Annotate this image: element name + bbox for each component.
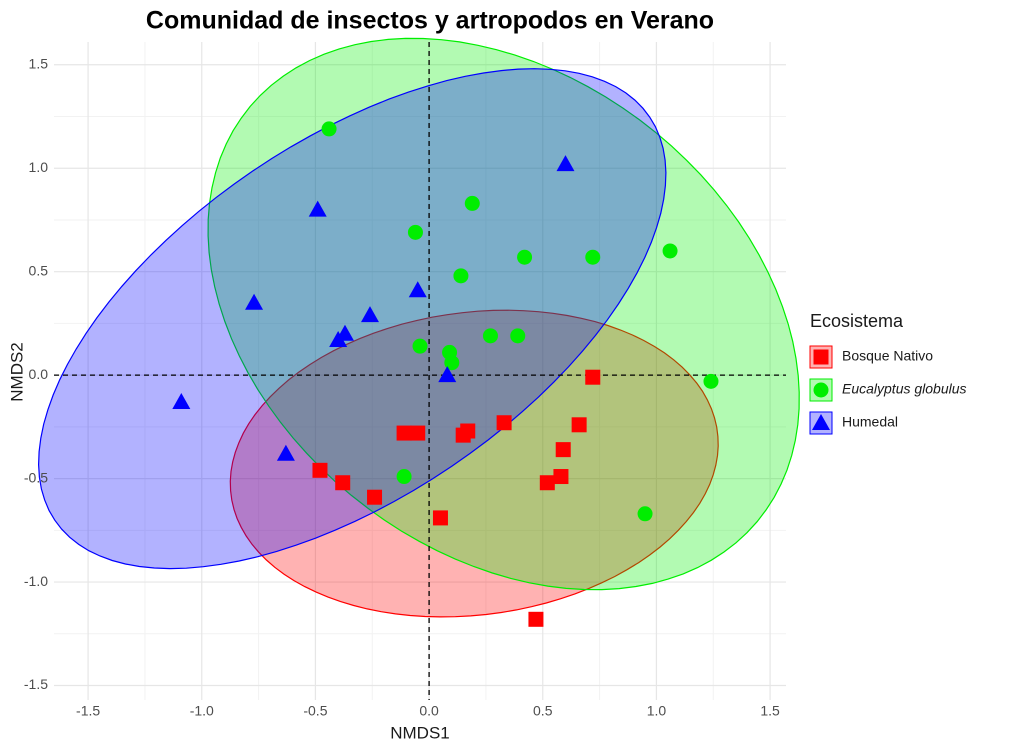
point [482, 328, 498, 344]
x-tick-label: 0.5 [533, 703, 553, 719]
point [556, 155, 575, 172]
point [321, 121, 337, 137]
reference-lines [54, 42, 786, 700]
confidence-ellipse [37, 68, 667, 570]
y-tick-label: 1.5 [29, 55, 49, 71]
y-tick-label: 0.5 [29, 262, 49, 278]
y-tick-label: -1.0 [24, 573, 48, 589]
legend-symbol [812, 414, 830, 430]
point [464, 195, 480, 211]
point [172, 393, 191, 410]
legend-label: Eucalyptus globulus [842, 381, 967, 397]
confidence-ellipse [207, 37, 800, 591]
x-tick-label: 1.5 [760, 703, 780, 719]
point [455, 427, 471, 443]
y-tick-label: 0.0 [29, 366, 49, 382]
confidence-ellipse [229, 309, 719, 618]
point [585, 249, 601, 265]
legend-symbol [813, 349, 829, 365]
point [396, 469, 412, 485]
point [308, 200, 327, 217]
legend-symbol [813, 382, 829, 398]
point [703, 373, 719, 389]
point [585, 369, 601, 385]
legend: Bosque Nativo Eucalyptus globulus Humedal [809, 345, 967, 435]
point [367, 489, 383, 505]
point [637, 506, 653, 522]
point [245, 293, 264, 310]
point [444, 355, 460, 371]
point [335, 475, 351, 491]
y-axis-title: NMDS2 [7, 342, 26, 402]
point [510, 328, 526, 344]
y-tick-label: -1.5 [24, 676, 48, 692]
point [539, 475, 555, 491]
point [329, 330, 348, 347]
point [396, 425, 412, 441]
point [662, 243, 678, 259]
x-tick-label: -0.5 [303, 703, 327, 719]
chart-title: Comunidad de insectos y artropodos en Ve… [146, 7, 714, 35]
legend-label: Bosque Nativo [842, 348, 933, 364]
ellipses [37, 37, 800, 618]
point [528, 611, 544, 627]
point [407, 224, 423, 240]
point [496, 415, 512, 431]
point [453, 268, 469, 284]
point [555, 442, 571, 458]
x-tick-label: 1.0 [647, 703, 667, 719]
points [172, 121, 719, 627]
point [517, 249, 533, 265]
point [360, 306, 379, 323]
point [412, 338, 428, 354]
legend-label: Humedal [842, 414, 898, 430]
point [553, 469, 569, 485]
x-tick-label: -1.0 [190, 703, 214, 719]
y-tick-label: -0.5 [24, 469, 48, 485]
x-axis-title: NMDS1 [390, 723, 450, 742]
legend-title: Ecosistema [810, 311, 904, 331]
point [571, 417, 587, 433]
x-tick-label: -1.5 [76, 703, 100, 719]
point [438, 366, 457, 383]
y-tick-label: 1.0 [29, 159, 49, 175]
grid [54, 42, 786, 700]
x-tick-label: 0.0 [419, 703, 439, 719]
point [432, 510, 448, 526]
point [410, 425, 426, 441]
point [312, 462, 328, 478]
point [408, 281, 427, 298]
point [276, 444, 295, 461]
